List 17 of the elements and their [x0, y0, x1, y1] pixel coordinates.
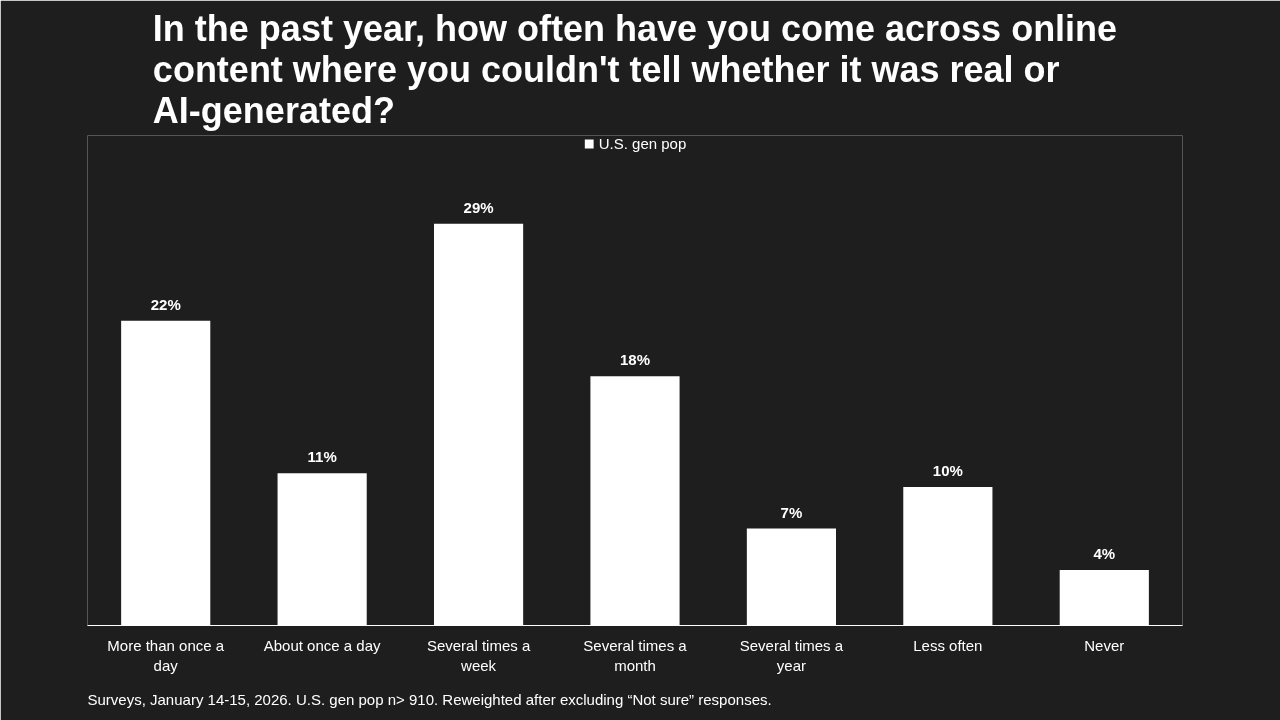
data-label: 4%	[1093, 545, 1116, 563]
x-tick-label: Several times a week	[426, 636, 531, 674]
data-label: 10%	[932, 462, 963, 479]
data-label: 22%	[150, 295, 181, 313]
legend-label: U.S. gen pop	[598, 135, 687, 152]
text: Surveys, January 14-15, 2026. U.S. gen pop n> 910. Reweighted after excluding “Not sure” responses.	[87, 691, 772, 708]
x-tick-label: More than once a day	[107, 636, 225, 674]
x-tick-label: Several times a month	[583, 636, 688, 674]
x-tick-label: About once a day	[263, 636, 382, 654]
data-label: 29%	[463, 198, 494, 216]
data-label: 18%	[619, 351, 651, 369]
x-tick-label: Less often	[913, 636, 983, 654]
data-label: 11%	[307, 448, 337, 466]
x-tick-label: Never	[1084, 636, 1125, 654]
chart-title: In the past year, how often have you come across online content where you couldn't tell whether it was real or AI-generated?	[152, 7, 1118, 131]
x-tick-label: Several times a year	[739, 636, 844, 674]
data-label: 7%	[780, 503, 803, 521]
